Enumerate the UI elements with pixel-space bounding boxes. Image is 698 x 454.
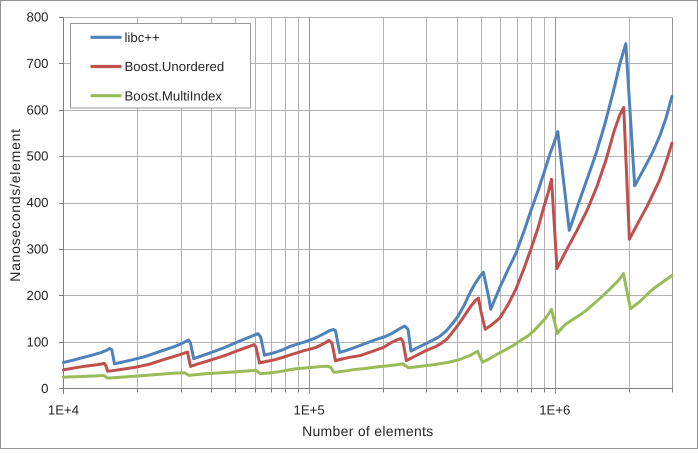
svg-text:Boost.MultiIndex: Boost.MultiIndex	[125, 88, 223, 103]
svg-text:700: 700	[26, 56, 48, 71]
svg-text:100: 100	[26, 334, 48, 349]
svg-text:400: 400	[26, 195, 48, 210]
svg-text:Number of elements: Number of elements	[302, 423, 433, 439]
svg-text:1E+4: 1E+4	[48, 403, 79, 418]
svg-text:1E+5: 1E+5	[294, 403, 325, 418]
svg-text:300: 300	[26, 242, 48, 257]
svg-text:500: 500	[26, 149, 48, 164]
svg-text:Boost.Unordered: Boost.Unordered	[125, 59, 225, 74]
svg-text:Nanoseconds/element: Nanoseconds/element	[7, 128, 23, 282]
svg-text:600: 600	[26, 102, 48, 117]
svg-text:libc++: libc++	[125, 30, 160, 45]
svg-text:1E+6: 1E+6	[539, 403, 570, 418]
svg-text:800: 800	[26, 10, 48, 25]
svg-text:200: 200	[26, 288, 48, 303]
svg-text:0: 0	[41, 381, 48, 396]
